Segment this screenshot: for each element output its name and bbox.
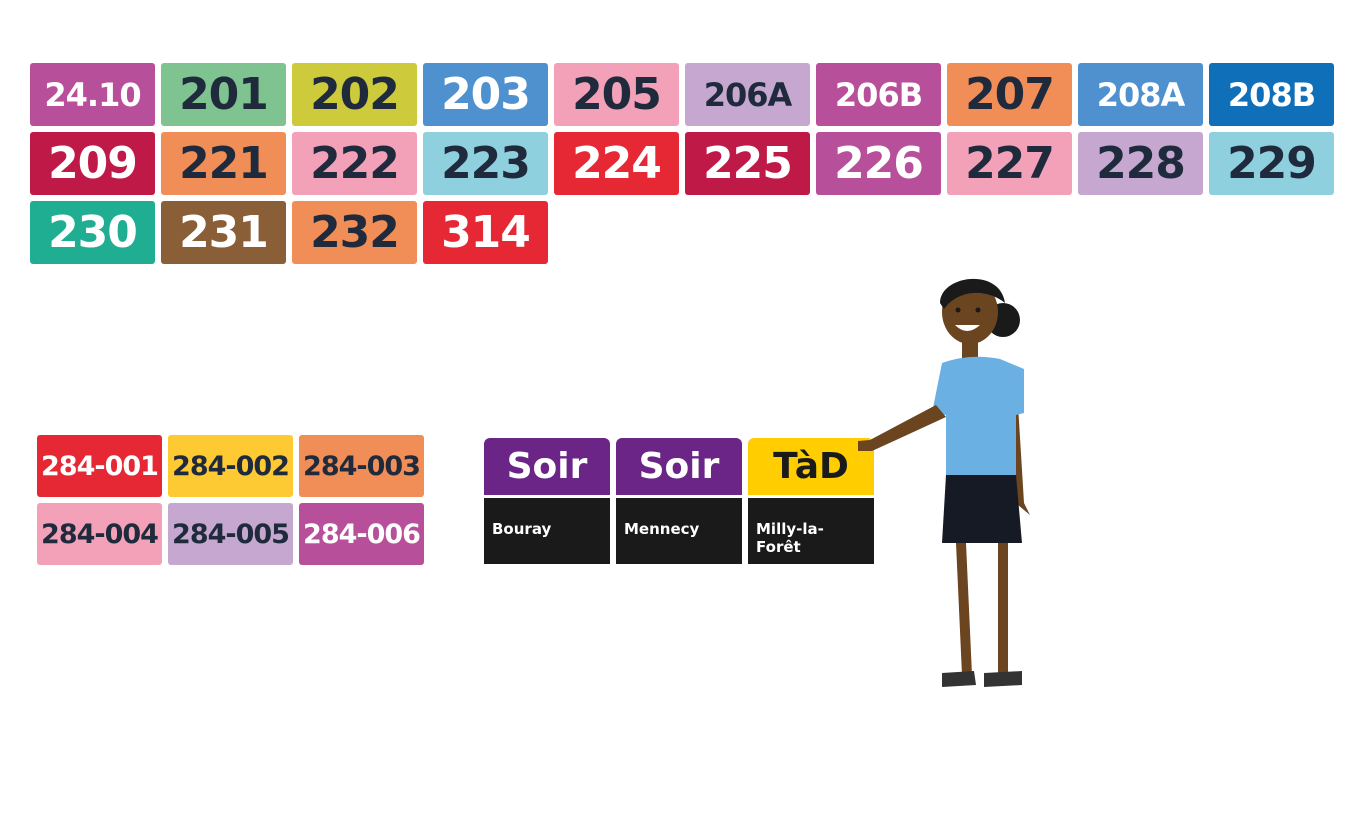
line-badge-label: 223 <box>441 138 531 189</box>
line-badge[interactable]: 209 <box>30 132 155 195</box>
bus-284-badge[interactable]: 284-001 <box>37 435 162 497</box>
line-badge[interactable]: 221 <box>161 132 286 195</box>
line-badge-label: 226 <box>834 138 924 189</box>
neck <box>962 340 978 360</box>
line-badge-label: 227 <box>965 138 1055 189</box>
shirt <box>932 356 1024 477</box>
line-badge-label: 314 <box>441 207 531 258</box>
line-badge[interactable]: 224 <box>554 132 679 195</box>
eye <box>955 307 961 313</box>
bus-284-label: 284-006 <box>303 518 421 550</box>
line-badge[interactable]: 203 <box>423 63 548 126</box>
line-badge-label: 228 <box>1096 138 1186 189</box>
bus-284-badge[interactable]: 284-003 <box>299 435 424 497</box>
line-badge-label: 230 <box>48 207 138 258</box>
service-type-label: Soir <box>616 438 742 495</box>
line-badge-label: 222 <box>310 138 400 189</box>
line-badges-row-2: 209 221 222 223 224 225 226 227 228 229 <box>30 132 1340 195</box>
line-badge[interactable]: 206A <box>685 63 810 126</box>
hair <box>940 278 1005 309</box>
evening-services: Soir Bouray Soir Mennecy TàD Milly-la-Fo… <box>484 438 874 564</box>
line-badge[interactable]: 201 <box>161 63 286 126</box>
skirt <box>942 475 1022 543</box>
line-badge-label: 206B <box>834 75 923 114</box>
bus-284-badge[interactable]: 284-004 <box>37 503 162 565</box>
line-badge[interactable]: 226 <box>816 132 941 195</box>
leg <box>956 543 972 675</box>
line-badge-label: 205 <box>572 69 662 120</box>
bus-284-badge[interactable]: 284-005 <box>168 503 293 565</box>
leg <box>998 543 1008 675</box>
line-badge-label: 208A <box>1096 75 1186 114</box>
line-badge[interactable]: 229 <box>1209 132 1334 195</box>
line-badges-grid: 24.10 201 202 203 205 206A 206B 207 208A… <box>30 63 1340 270</box>
bus-284-label: 284-005 <box>172 518 290 550</box>
shoe <box>942 671 976 687</box>
line-badge[interactable]: 231 <box>161 201 286 264</box>
line-badge[interactable]: 223 <box>423 132 548 195</box>
line-badge[interactable]: 202 <box>292 63 417 126</box>
line-badge-label: 231 <box>179 207 269 258</box>
person-pointing-illustration <box>858 278 1030 687</box>
line-badge-label: 221 <box>179 138 269 189</box>
smile <box>955 325 980 331</box>
service-type-label: TàD <box>748 438 874 495</box>
line-badge[interactable]: 206B <box>816 63 941 126</box>
bus-284-badges: 284-001 284-002 284-003 284-004 284-005 … <box>37 435 437 571</box>
line-badge-label: 202 <box>310 69 400 120</box>
line-badge-label: 232 <box>310 207 400 258</box>
service-card-milly[interactable]: TàD Milly-la-Forêt <box>748 438 874 564</box>
line-badge[interactable]: 208A <box>1078 63 1203 126</box>
line-badge-label: 209 <box>48 138 138 189</box>
line-badge-label: 24.10 <box>44 75 141 114</box>
eye <box>975 307 981 313</box>
line-badge[interactable]: 232 <box>292 201 417 264</box>
line-badges-row-1: 24.10 201 202 203 205 206A 206B 207 208A… <box>30 63 1340 126</box>
line-badge[interactable]: 205 <box>554 63 679 126</box>
line-badges-row-3: 230 231 232 314 <box>30 201 1340 264</box>
service-card-mennecy[interactable]: Soir Mennecy <box>616 438 742 564</box>
line-badge[interactable]: 208B <box>1209 63 1334 126</box>
bus-284-row-1: 284-001 284-002 284-003 <box>37 435 437 497</box>
service-type-label: Soir <box>484 438 610 495</box>
line-badge[interactable]: 314 <box>423 201 548 264</box>
pointing-arm <box>858 405 946 451</box>
bus-284-label: 284-002 <box>172 450 290 482</box>
line-badge-label: 207 <box>965 69 1055 120</box>
line-badge[interactable]: 228 <box>1078 132 1203 195</box>
service-destination: Milly-la-Forêt <box>748 498 874 564</box>
line-badge-label: 225 <box>703 138 793 189</box>
line-badge-label: 201 <box>179 69 269 120</box>
bus-284-row-2: 284-004 284-005 284-006 <box>37 503 437 565</box>
bus-284-label: 284-001 <box>41 450 159 482</box>
line-badge[interactable]: 225 <box>685 132 810 195</box>
bus-284-label: 284-003 <box>303 450 421 482</box>
line-badge[interactable]: 207 <box>947 63 1072 126</box>
service-destination: Mennecy <box>616 498 742 564</box>
bus-284-label: 284-004 <box>41 518 159 550</box>
line-badge-label: 203 <box>441 69 531 120</box>
bus-284-badge[interactable]: 284-006 <box>299 503 424 565</box>
line-badge-label: 224 <box>572 138 662 189</box>
line-badge[interactable]: 24.10 <box>30 63 155 126</box>
service-card-bouray[interactable]: Soir Bouray <box>484 438 610 564</box>
line-badge[interactable]: 222 <box>292 132 417 195</box>
service-destination: Bouray <box>484 498 610 564</box>
line-badge-label: 208B <box>1227 75 1316 114</box>
line-badge[interactable]: 230 <box>30 201 155 264</box>
bus-284-badge[interactable]: 284-002 <box>168 435 293 497</box>
line-badge-label: 206A <box>703 75 793 114</box>
line-badge-label: 229 <box>1227 138 1317 189</box>
shoe <box>984 671 1022 687</box>
line-badge[interactable]: 227 <box>947 132 1072 195</box>
